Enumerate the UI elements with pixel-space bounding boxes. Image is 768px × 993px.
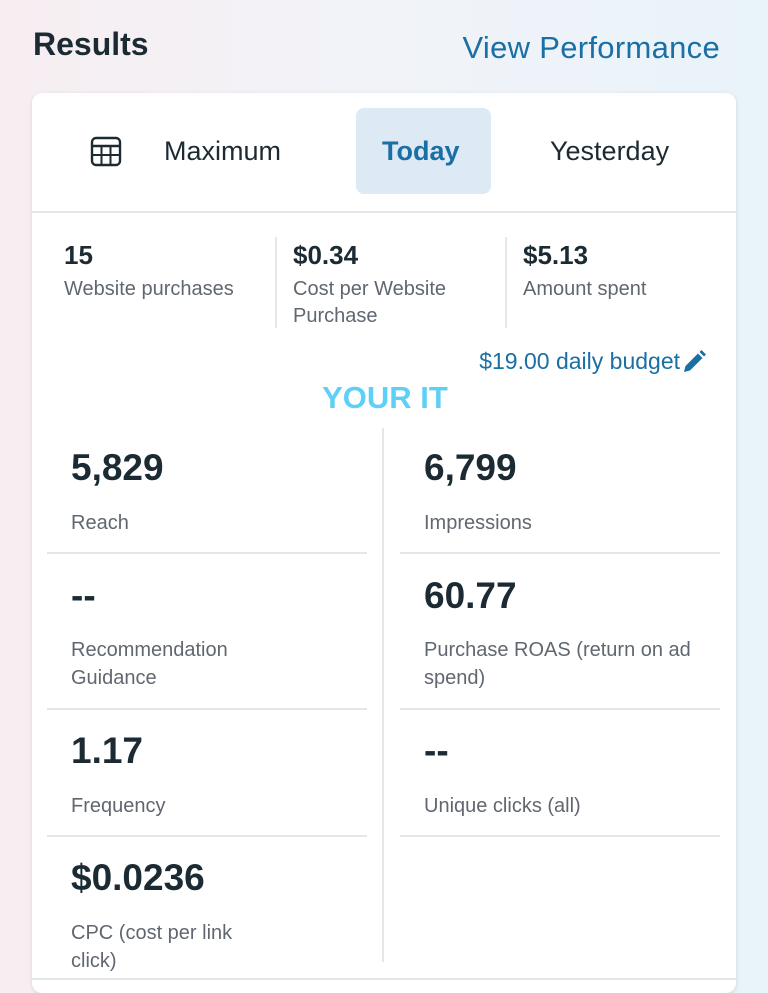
results-card [32, 93, 736, 993]
summary-label: Cost per Website Purchase [293, 278, 447, 327]
metric-label: Purchase ROAS (return on ad spend) [424, 639, 691, 689]
divider [505, 237, 507, 328]
daily-budget[interactable]: $19.00 daily budget [479, 348, 680, 374]
summary-label: Amount spent [523, 278, 647, 300]
calendar-icon[interactable] [90, 135, 122, 167]
metric-label: Frequency [71, 795, 166, 817]
metric-label: Unique clicks (all) [424, 795, 581, 817]
divider [32, 978, 736, 980]
divider [400, 835, 720, 837]
metric-value: 5,829 [71, 447, 164, 488]
metric-value: $0.0236 [71, 857, 205, 898]
summary-value: $0.34 [293, 240, 359, 270]
watermark: YOUR IT [322, 380, 448, 415]
metric-label: Impressions [424, 512, 532, 534]
summary-value: $5.13 [523, 240, 589, 270]
divider [47, 835, 367, 837]
summary-value: 15 [64, 240, 93, 270]
divider [275, 237, 277, 328]
tab[interactable]: Maximum [164, 136, 282, 166]
view-performance-link[interactable]: View Performance [462, 30, 720, 65]
divider [400, 552, 720, 554]
divider [32, 211, 736, 213]
divider [400, 708, 720, 710]
edit-icon[interactable] [681, 349, 707, 375]
tab-selected-bg[interactable] [356, 108, 491, 194]
summary-label: Website purchases [64, 278, 234, 300]
metric-value: 1.17 [71, 730, 144, 771]
metric-value: -- [424, 730, 449, 771]
metric-value: -- [71, 575, 96, 616]
divider [382, 428, 384, 962]
metric-value: 6,799 [424, 447, 517, 488]
metric-label: Recommendation Guidance [71, 639, 228, 689]
divider [47, 708, 367, 710]
tab[interactable]: Yesterday [550, 136, 670, 166]
divider [47, 552, 367, 554]
metric-label: CPC (cost per link click) [71, 922, 233, 972]
metric-label: Reach [71, 512, 129, 534]
title: Results [33, 26, 149, 62]
metric-value: 60.77 [424, 575, 517, 616]
tab-selected[interactable]: Today [382, 136, 460, 166]
